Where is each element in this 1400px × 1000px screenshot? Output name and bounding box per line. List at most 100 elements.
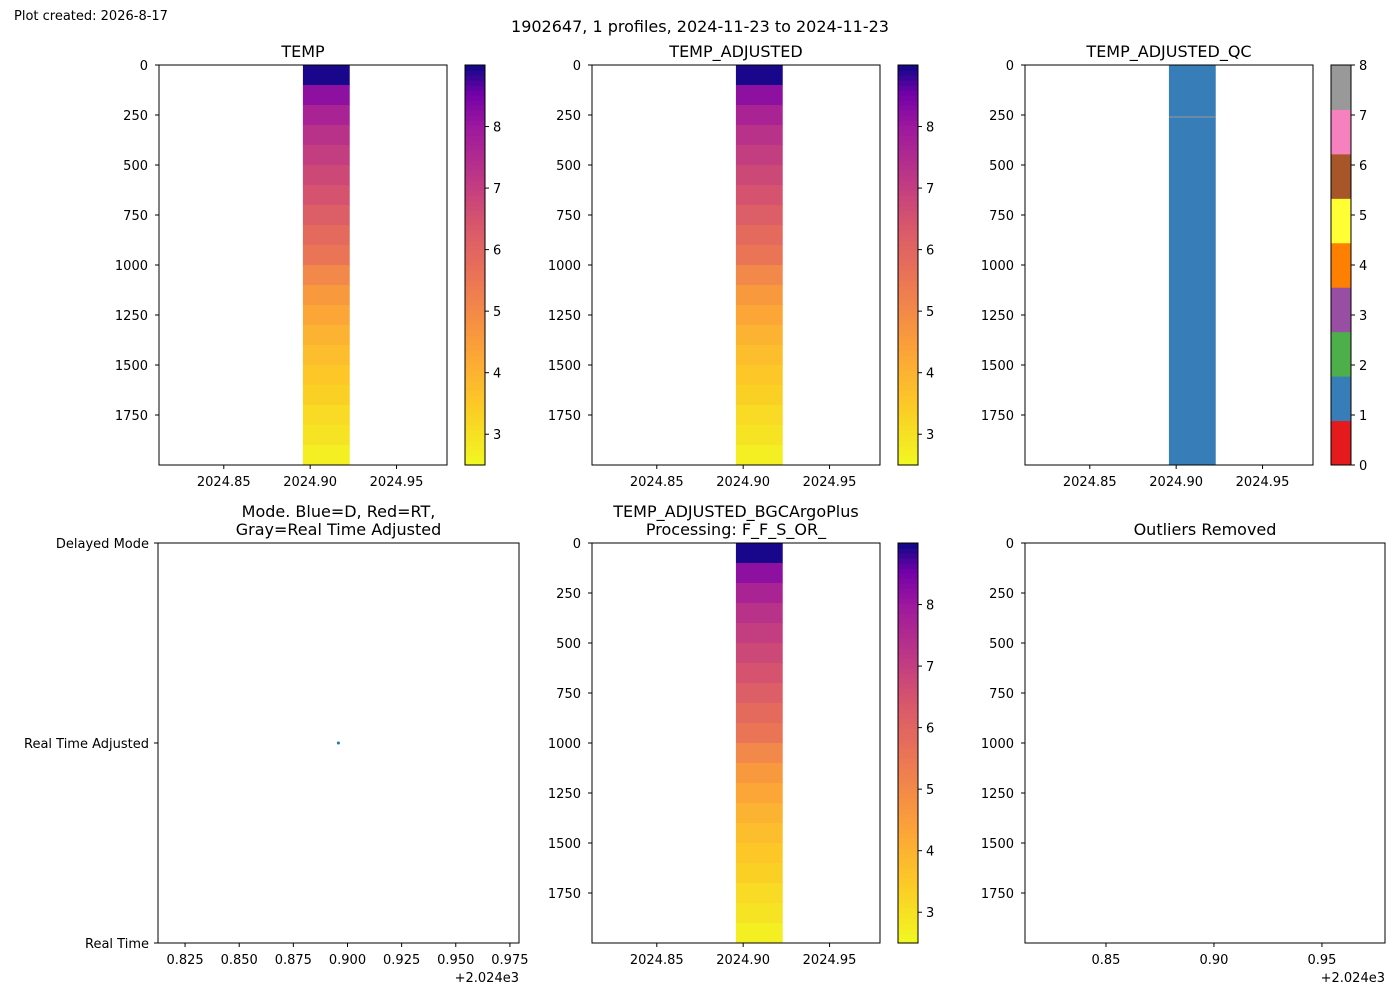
colorbar-band xyxy=(465,120,485,126)
colorbar-band xyxy=(898,693,918,699)
colorbar-band xyxy=(465,95,485,101)
colorbar-band xyxy=(465,270,485,276)
colorbar-band xyxy=(898,185,918,191)
colorbar-band xyxy=(465,460,485,466)
colorbar-band xyxy=(898,818,918,824)
chart-title: TEMP_ADJUSTED_BGCArgoPlus xyxy=(612,502,858,522)
heatmap-cell xyxy=(735,823,783,844)
heatmap-cell xyxy=(735,883,783,904)
x-tick-label: 2024.90 xyxy=(716,953,770,968)
colorbar-band xyxy=(898,300,918,306)
heatmap-cell xyxy=(735,643,783,664)
colorbar-band xyxy=(465,280,485,286)
y-tick-label: 500 xyxy=(556,637,581,652)
colorbar-band xyxy=(898,793,918,799)
colorbar-band xyxy=(465,230,485,236)
heatmap-cell xyxy=(735,285,783,306)
y-category-label: Delayed Mode xyxy=(56,537,149,552)
colorbar-band xyxy=(898,355,918,361)
y-tick-label: 1250 xyxy=(548,787,581,802)
colorbar-band xyxy=(465,65,485,71)
colorbar-band xyxy=(898,578,918,584)
x-tick-label: 2024.90 xyxy=(283,475,337,490)
colorbar-band xyxy=(898,648,918,654)
colorbar-band xyxy=(898,733,918,739)
x-tick-label: 0.85 xyxy=(1092,953,1121,968)
colorbar-band xyxy=(465,340,485,346)
colorbar-band xyxy=(465,320,485,326)
y-tick-label: 0 xyxy=(140,59,148,74)
colorbar-tick-label: 6 xyxy=(926,722,934,737)
y-tick-label: 250 xyxy=(989,587,1014,602)
heatmap-cell xyxy=(735,763,783,784)
heatmap-cell xyxy=(735,563,783,584)
colorbar-band xyxy=(465,285,485,291)
colorbar-band xyxy=(898,250,918,256)
colorbar-band xyxy=(898,558,918,564)
colorbar-band xyxy=(898,75,918,81)
y-tick-label: 1000 xyxy=(548,259,581,274)
colorbar-band xyxy=(898,663,918,669)
colorbar-band xyxy=(465,315,485,321)
colorbar-band xyxy=(898,563,918,569)
colorbar-band xyxy=(898,863,918,869)
heatmap-cell xyxy=(735,265,783,286)
colorbar-band xyxy=(898,135,918,141)
colorbar-band xyxy=(898,598,918,604)
heatmap-cell xyxy=(302,105,350,126)
colorbar-band xyxy=(898,643,918,649)
x-tick-label: 2024.95 xyxy=(803,953,857,968)
colorbar-band xyxy=(898,838,918,844)
x-tick-label: 0.95 xyxy=(1307,953,1336,968)
qc-colorbar-band xyxy=(1331,65,1351,110)
colorbar-band xyxy=(898,425,918,431)
colorbar-band xyxy=(898,260,918,266)
heatmap-cell xyxy=(302,365,350,386)
colorbar-band xyxy=(898,653,918,659)
colorbar-band xyxy=(898,628,918,634)
heatmap-cell xyxy=(735,683,783,704)
colorbar-band xyxy=(465,85,485,91)
heatmap-cell xyxy=(735,783,783,804)
colorbar-band xyxy=(465,225,485,231)
colorbar-band xyxy=(898,460,918,466)
colorbar-tick-label: 8 xyxy=(926,121,934,136)
colorbar-band xyxy=(898,763,918,769)
x-tick-label: 2024.85 xyxy=(197,475,251,490)
colorbar-band xyxy=(898,205,918,211)
colorbar-tick-label: 4 xyxy=(926,367,934,382)
heatmap-cell xyxy=(735,365,783,386)
heatmap-cell xyxy=(302,305,350,326)
colorbar-band xyxy=(465,140,485,146)
colorbar-band xyxy=(465,370,485,376)
colorbar-band xyxy=(898,833,918,839)
colorbar-band xyxy=(898,65,918,71)
colorbar-band xyxy=(898,853,918,859)
colorbar-band xyxy=(465,295,485,301)
colorbar-band xyxy=(898,548,918,554)
colorbar-band xyxy=(465,150,485,156)
y-tick-label: 1750 xyxy=(981,409,1014,424)
colorbar-band xyxy=(898,898,918,904)
chart-title: TEMP xyxy=(280,42,325,61)
colorbar-band xyxy=(898,748,918,754)
y-tick-label: 0 xyxy=(573,537,581,552)
colorbar-band xyxy=(898,698,918,704)
qc-colorbar-band xyxy=(1331,331,1351,377)
colorbar-band xyxy=(898,928,918,934)
colorbar-band xyxy=(898,440,918,446)
colorbar-band xyxy=(898,450,918,456)
colorbar-band xyxy=(898,613,918,619)
colorbar-band xyxy=(898,728,918,734)
colorbar-band xyxy=(898,568,918,574)
y-tick-label: 1250 xyxy=(981,787,1014,802)
colorbar-band xyxy=(898,195,918,201)
chart-title: Outliers Removed xyxy=(1134,520,1277,539)
colorbar-band xyxy=(465,240,485,246)
colorbar-band xyxy=(465,445,485,451)
y-tick-label: 750 xyxy=(989,209,1014,224)
y-tick-label: 250 xyxy=(556,587,581,602)
colorbar-band xyxy=(898,718,918,724)
